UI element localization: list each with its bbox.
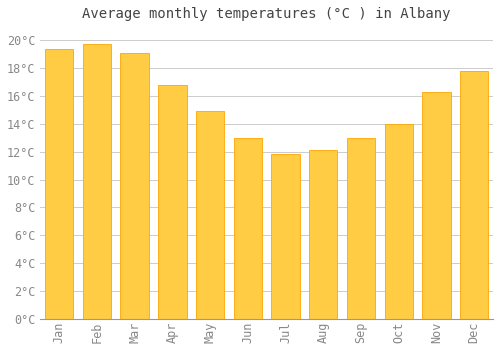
Bar [460, 71, 488, 319]
Bar [196, 111, 224, 319]
Bar [309, 150, 338, 319]
Title: Average monthly temperatures (°C ) in Albany: Average monthly temperatures (°C ) in Al… [82, 7, 451, 21]
Bar [120, 53, 149, 319]
Bar [83, 44, 111, 319]
Bar [422, 92, 450, 319]
Bar [234, 138, 262, 319]
Bar [347, 138, 375, 319]
Bar [45, 49, 74, 319]
Bar [384, 124, 413, 319]
Bar [158, 85, 186, 319]
Bar [272, 154, 299, 319]
